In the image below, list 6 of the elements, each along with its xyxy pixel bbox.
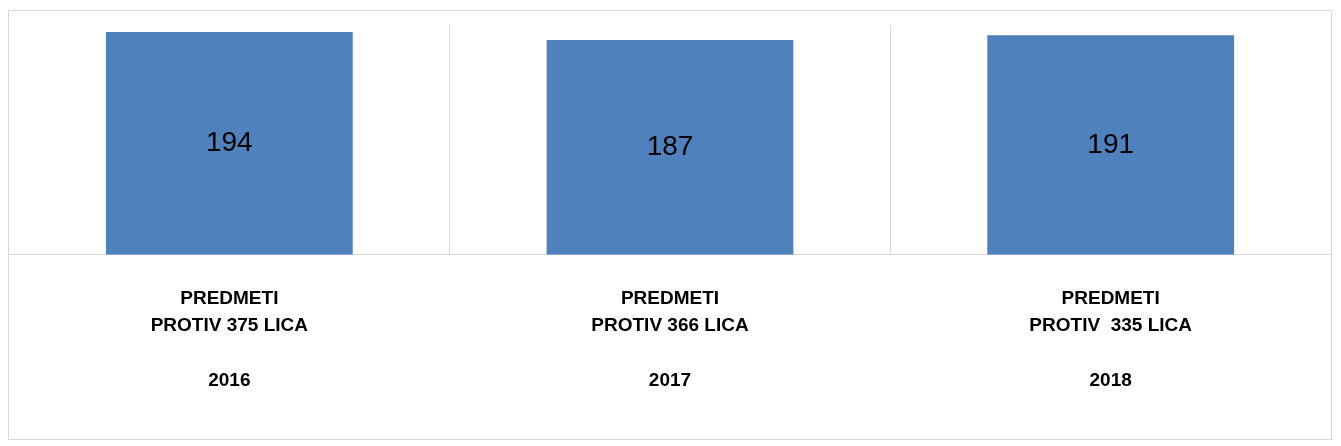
category-label: PREDMETI PROTIV 375 LICA 2016 <box>150 286 308 391</box>
category-label: PREDMETI PROTIV 366 LICA 2017 <box>591 286 749 391</box>
data-label: 187 <box>646 130 694 162</box>
category-label: PREDMETI PROTIV 335 LICA 2018 <box>1029 286 1192 391</box>
data-label: 194 <box>205 126 253 158</box>
data-label: 191 <box>1087 127 1135 159</box>
